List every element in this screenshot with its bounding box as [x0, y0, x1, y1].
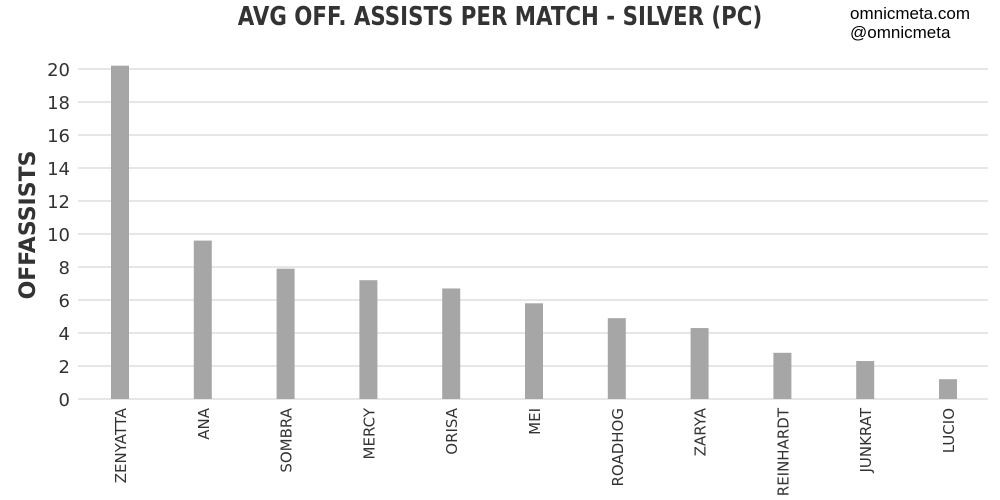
y-tick-label: 8	[59, 258, 70, 279]
x-tick-label-zenyatta: ZENYATTA	[112, 407, 130, 483]
y-tick-label: 16	[47, 126, 70, 147]
bar-mercy	[359, 280, 378, 399]
x-tick-label-junkrat: JUNKRAT	[857, 407, 875, 473]
y-tick-label: 6	[59, 291, 70, 312]
x-tick-label-zarya: ZARYA	[692, 407, 710, 456]
y-tick-label: 4	[59, 324, 70, 345]
bar-lucio	[939, 379, 957, 399]
bar-reinhardt	[773, 352, 792, 399]
bar-ana	[193, 240, 212, 399]
y-axis-ticks: 0 2 4 6 8 10 12 14 16 18 20	[47, 60, 70, 411]
bar-orisa	[442, 288, 461, 399]
gridlines	[78, 68, 988, 400]
x-tick-label-reinhardt: REINHARDT	[774, 407, 792, 496]
x-tick-label-mercy: MERCY	[360, 407, 378, 459]
y-tick-label: 18	[47, 93, 70, 114]
watermark: omnicmeta.com @omnicmeta	[850, 4, 970, 42]
x-tick-label-sombra: SOMBRA	[278, 407, 296, 472]
x-tick-label-orisa: ORISA	[443, 407, 461, 454]
bar-sombra	[276, 268, 295, 399]
x-tick-label-ana: ANA	[195, 407, 213, 439]
bar-zenyatta	[111, 65, 129, 399]
y-tick-label: 10	[47, 225, 70, 246]
y-tick-label: 14	[47, 159, 70, 180]
bar-junkrat	[856, 361, 875, 399]
y-tick-label: 0	[59, 390, 70, 411]
y-axis-label: OFFASSISTS	[16, 151, 41, 300]
x-tick-label-roadhog: ROADHOG	[609, 408, 627, 487]
y-tick-label: 20	[47, 60, 70, 81]
watermark-site: omnicmeta.com	[850, 4, 970, 23]
y-tick-label: 2	[59, 357, 70, 378]
bars	[111, 65, 957, 399]
x-tick-label-mei: MEI	[526, 408, 544, 435]
x-tick-label-lucio: LUCIO	[940, 408, 958, 453]
bar-roadhog	[607, 318, 626, 399]
watermark-handle: @omnicmeta	[850, 23, 951, 42]
bar-mei	[525, 303, 543, 399]
y-tick-label: 12	[47, 192, 70, 213]
chart-title: AVG OFF. ASSISTS PER MATCH - SILVER (PC)	[237, 2, 763, 32]
bar-zarya	[690, 328, 709, 399]
x-axis-labels: ZENYATTA ANA SOMBRA MERCY ORISA MEI ROADHOG ZAR…	[112, 407, 958, 496]
